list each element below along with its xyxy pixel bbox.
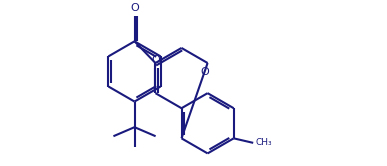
Text: CH₃: CH₃ — [255, 138, 272, 147]
Text: O: O — [151, 55, 160, 65]
Text: O: O — [200, 67, 209, 77]
Text: O: O — [130, 3, 139, 13]
